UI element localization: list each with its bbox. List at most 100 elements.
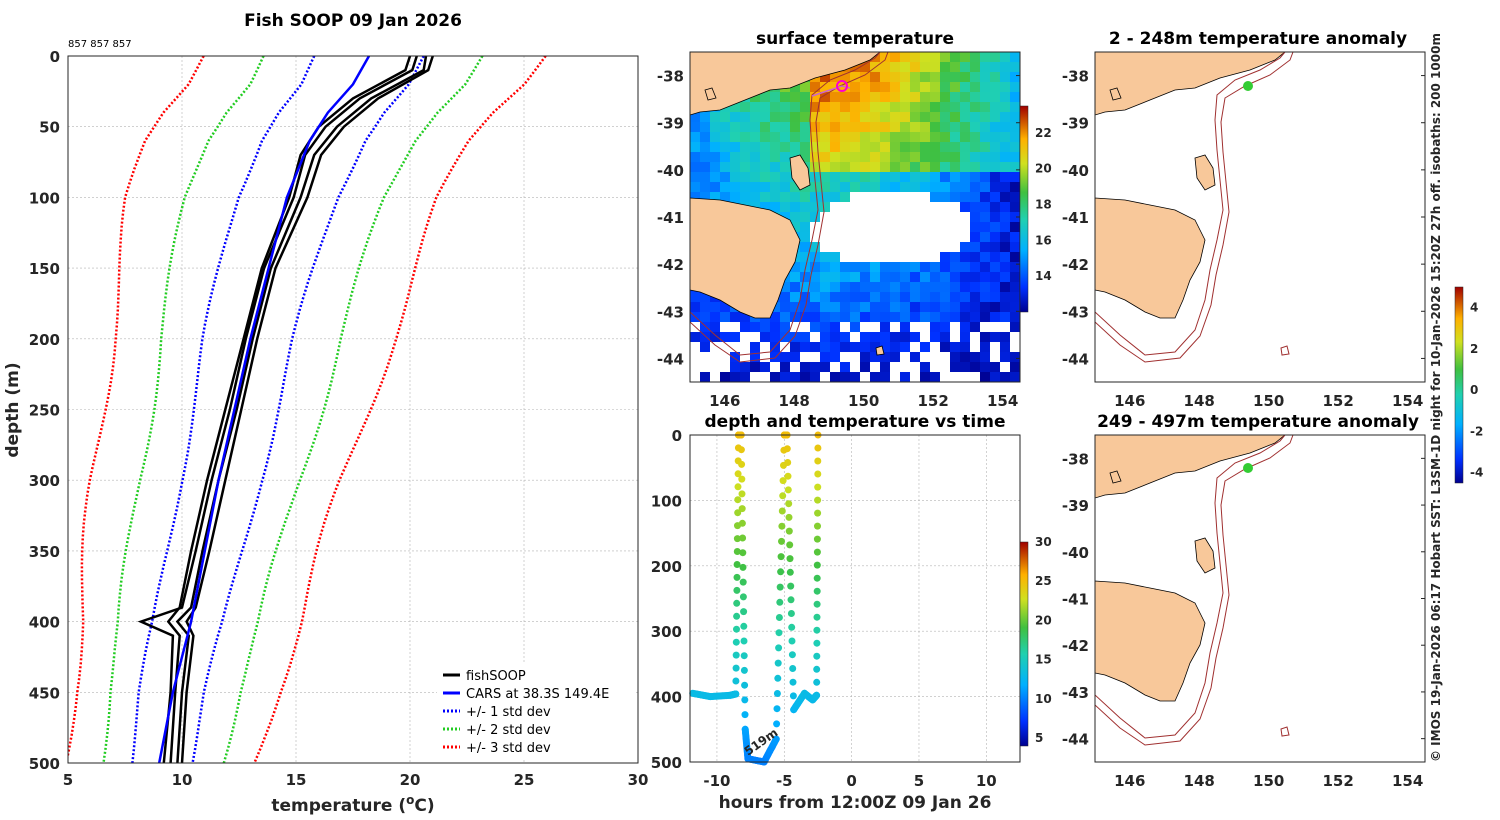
sst-cell (730, 372, 740, 382)
sst-cell (1000, 222, 1010, 232)
sst-cell (790, 342, 800, 352)
sst-cell (1010, 262, 1020, 272)
sst-cell (940, 312, 950, 322)
sst-cell (880, 102, 890, 112)
sst-cell (700, 152, 710, 162)
sst-cell (890, 262, 900, 272)
sst-cell (730, 192, 740, 202)
sst-cell (950, 352, 960, 362)
sst-cell (720, 302, 730, 312)
sst-cell (840, 332, 850, 342)
sst-cell (720, 172, 730, 182)
sst-cell (700, 132, 710, 142)
lat-tick--38: -38 (1062, 68, 1089, 86)
sst-cell (760, 92, 770, 102)
sst-cell (780, 202, 790, 212)
sst-cell (930, 322, 940, 332)
sst-float-marker (836, 80, 848, 92)
sst-cell (980, 282, 990, 292)
dt-point (786, 541, 794, 549)
sst-cell (970, 322, 980, 332)
sst-cell (900, 52, 910, 62)
sst-cell (770, 332, 780, 342)
dt-point (777, 553, 785, 561)
dt-point (733, 625, 740, 633)
sst-cell (920, 312, 930, 322)
sst-cell (950, 142, 960, 152)
sst-cell (1000, 272, 1010, 282)
lat-tick--43: -43 (1062, 684, 1089, 702)
fishsoop-cast-2 (137, 56, 418, 763)
dt-point (814, 457, 822, 465)
sst-cell (990, 92, 1000, 102)
sst-cell (780, 352, 790, 362)
sst-cell (800, 242, 810, 252)
sst-cell (930, 282, 940, 292)
dt-point (773, 720, 781, 728)
dt-point (738, 505, 746, 513)
dt-point (784, 472, 792, 480)
sst-cell (920, 362, 930, 372)
sst-cell (770, 122, 780, 132)
sst-cell (940, 132, 950, 142)
legend-std3: +/- 3 std dev (466, 741, 551, 756)
xtick-15: 15 (286, 771, 307, 789)
sst-cell (820, 102, 830, 112)
sst-cell (710, 172, 720, 182)
sst-cell (990, 72, 1000, 82)
sst-cell (740, 112, 750, 122)
sst-cell (840, 132, 850, 142)
sst-cell (820, 152, 830, 162)
sst-cell (930, 192, 940, 202)
sst-cell (710, 312, 720, 322)
sst-cell (1010, 292, 1020, 302)
ytick-0: 0 (50, 48, 60, 66)
sst-cell (790, 272, 800, 282)
sst-cell (820, 302, 830, 312)
sst-cell (760, 322, 770, 332)
sst-cell (820, 262, 830, 272)
sst-cell (840, 282, 850, 292)
sst-cell (980, 272, 990, 282)
lon-tick-148: 148 (1184, 392, 1215, 410)
anomaly1-map (1095, 52, 1425, 382)
sst-cell (910, 72, 920, 82)
sst-cell (960, 362, 970, 372)
dt-point (734, 483, 742, 491)
sst-cell (790, 262, 800, 272)
sst-cell (820, 202, 830, 212)
dt-xtick-10: 10 (976, 772, 997, 790)
dt-point (738, 460, 746, 468)
sst-cell (700, 192, 710, 202)
sst-cell (960, 172, 970, 182)
sst-cell (920, 112, 930, 122)
sst-cell (960, 352, 970, 362)
sst-cell (830, 372, 840, 382)
sst-cell (870, 152, 880, 162)
sst-cell (800, 312, 810, 322)
dt-point (813, 665, 821, 673)
sst-cell (990, 232, 1000, 242)
sst-cell (970, 82, 980, 92)
sst-cell (1010, 82, 1020, 92)
sst-cell (880, 92, 890, 102)
sst-cell (1000, 112, 1010, 122)
sst-cell (810, 192, 820, 202)
sst-cell (810, 292, 820, 302)
sst-cell (940, 332, 950, 342)
sst-cell (800, 152, 810, 162)
sst-cell (970, 112, 980, 122)
sst-cell (790, 112, 800, 122)
dt-point (789, 678, 797, 686)
sst-cell (740, 152, 750, 162)
sst-cell (970, 302, 980, 312)
sst-cell (1000, 152, 1010, 162)
dt-point (739, 593, 747, 601)
sst-cell (780, 292, 790, 302)
cars-line (157, 56, 371, 763)
sst-cell (1010, 52, 1020, 62)
sst-cell (890, 72, 900, 82)
sst-cell (870, 132, 880, 142)
sst-cell (980, 332, 990, 342)
sst-cell (790, 372, 800, 382)
